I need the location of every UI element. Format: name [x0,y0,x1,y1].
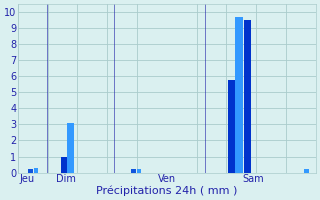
Bar [304,169,308,173]
Bar [131,169,136,173]
Bar [61,157,67,173]
Bar [34,168,38,173]
Bar [137,169,141,173]
Bar [244,20,251,173]
X-axis label: Précipitations 24h ( mm ): Précipitations 24h ( mm ) [96,185,237,196]
Bar [67,123,74,173]
Bar [28,169,33,173]
Bar [228,80,235,173]
Bar [235,17,243,173]
